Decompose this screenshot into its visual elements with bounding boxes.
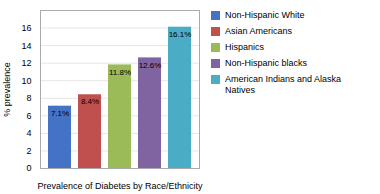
svg-text:16: 16 [21, 23, 31, 33]
html-text:Non-Hispanic blacks: Non-Hispanic blacks [225, 58, 307, 68]
svg-text:10: 10 [21, 76, 31, 86]
svg-text:4: 4 [26, 128, 31, 138]
svg-text:16.1%: 16.1% [169, 30, 192, 39]
svg-text:11.8%: 11.8% [109, 68, 131, 77]
svg-text:7.1%: 7.1% [51, 109, 69, 118]
html-text:Non-Hispanic White: Non-Hispanic White [225, 10, 305, 20]
svg-text:% prevalence: % prevalence [2, 62, 12, 117]
html-text:Asian Americans: Asian Americans [225, 26, 292, 36]
svg-text:2: 2 [26, 146, 31, 156]
svg-text:6: 6 [26, 111, 31, 121]
html-text:American Indians and Alaska Na: American Indians and Alaska Natives [225, 74, 342, 95]
svg-text:Prevalence of Diabetes by Race: Prevalence of Diabetes by Race/Ethnicity [37, 181, 203, 191]
svg-text:8: 8 [26, 93, 31, 103]
svg-text:14: 14 [21, 40, 31, 50]
svg-text:8.4%: 8.4% [81, 97, 99, 106]
svg-text:0: 0 [26, 163, 31, 173]
html-text:Hispanics: Hispanics [225, 42, 264, 52]
svg-text:12.6%: 12.6% [139, 61, 162, 70]
svg-text:12: 12 [21, 58, 31, 68]
